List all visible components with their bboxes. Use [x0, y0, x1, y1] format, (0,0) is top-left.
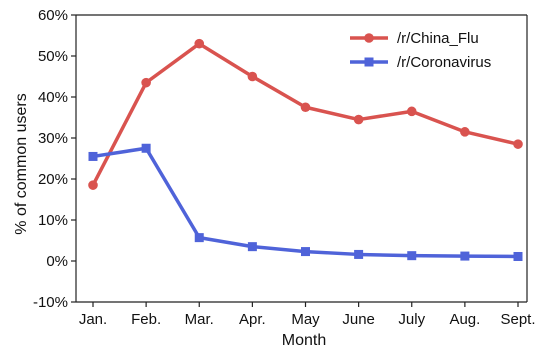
series-line — [92, 146, 519, 259]
data-point — [354, 249, 364, 259]
y-tick-label: 20% — [38, 171, 68, 188]
data-point — [513, 139, 523, 149]
series-0 — [88, 38, 523, 190]
x-tick-label: July — [398, 311, 425, 328]
data-point — [141, 77, 151, 88]
data-point — [88, 180, 98, 190]
data-point — [301, 247, 310, 257]
x-tick-label: June — [342, 311, 375, 328]
y-tick-label: 50% — [38, 48, 68, 65]
series-1 — [88, 143, 523, 261]
data-point — [247, 242, 257, 252]
y-tick-label: 0% — [46, 253, 68, 270]
legend-item: /r/China_Flu — [350, 30, 479, 47]
legend-marker — [364, 33, 374, 43]
x-axis-title: Month — [282, 332, 326, 348]
data-point — [460, 251, 470, 261]
legend-label: /r/China_Flu — [397, 30, 479, 47]
x-tick-label: Aug. — [449, 311, 480, 328]
y-tick-label: -10% — [33, 294, 68, 311]
data-point — [353, 114, 364, 125]
x-tick-label: Sept. — [500, 311, 535, 328]
y-tick-label: 40% — [38, 89, 68, 106]
data-point — [300, 102, 311, 113]
y-tick-label: 30% — [38, 130, 68, 147]
x-tick-label: Jan. — [79, 311, 107, 328]
data-point — [194, 233, 204, 243]
series-layer — [88, 38, 523, 261]
legend-label: /r/Coronavirus — [397, 54, 491, 71]
data-point — [247, 71, 258, 82]
axes: -10% 0% 10% 20% 30% 40% 50% 60% Jan. Feb. Mar. Apr.… — [33, 7, 536, 328]
data-point — [407, 251, 417, 261]
x-tick-label: Feb. — [131, 311, 161, 328]
data-point — [141, 143, 151, 153]
data-point — [88, 151, 98, 161]
legend-item: /r/Coronavirus — [350, 54, 491, 71]
y-tick-label: 60% — [38, 7, 68, 24]
x-tick-label: Mar. — [185, 311, 214, 328]
x-tick-label: May — [291, 311, 320, 328]
data-point — [513, 251, 523, 261]
legend: /r/China_Flu/r/Coronavirus — [350, 30, 491, 71]
data-point — [406, 106, 417, 117]
data-point — [194, 38, 205, 49]
data-point — [460, 127, 470, 137]
x-tick-label: Apr. — [239, 311, 266, 328]
y-axis-title: % of common users — [13, 93, 30, 234]
y-tick-label: 10% — [38, 212, 68, 229]
legend-marker — [364, 57, 374, 67]
